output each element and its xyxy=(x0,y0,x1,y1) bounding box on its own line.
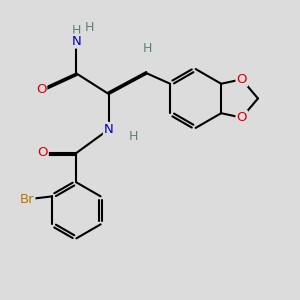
Text: O: O xyxy=(36,83,46,96)
Text: N: N xyxy=(71,34,81,48)
Text: N: N xyxy=(104,123,114,136)
Text: H: H xyxy=(72,24,81,37)
Text: O: O xyxy=(236,111,247,124)
Text: H: H xyxy=(85,21,94,34)
Text: O: O xyxy=(37,146,48,159)
Text: Br: Br xyxy=(20,193,34,206)
Text: H: H xyxy=(129,130,139,143)
Text: H: H xyxy=(142,42,152,55)
Text: O: O xyxy=(236,73,247,86)
